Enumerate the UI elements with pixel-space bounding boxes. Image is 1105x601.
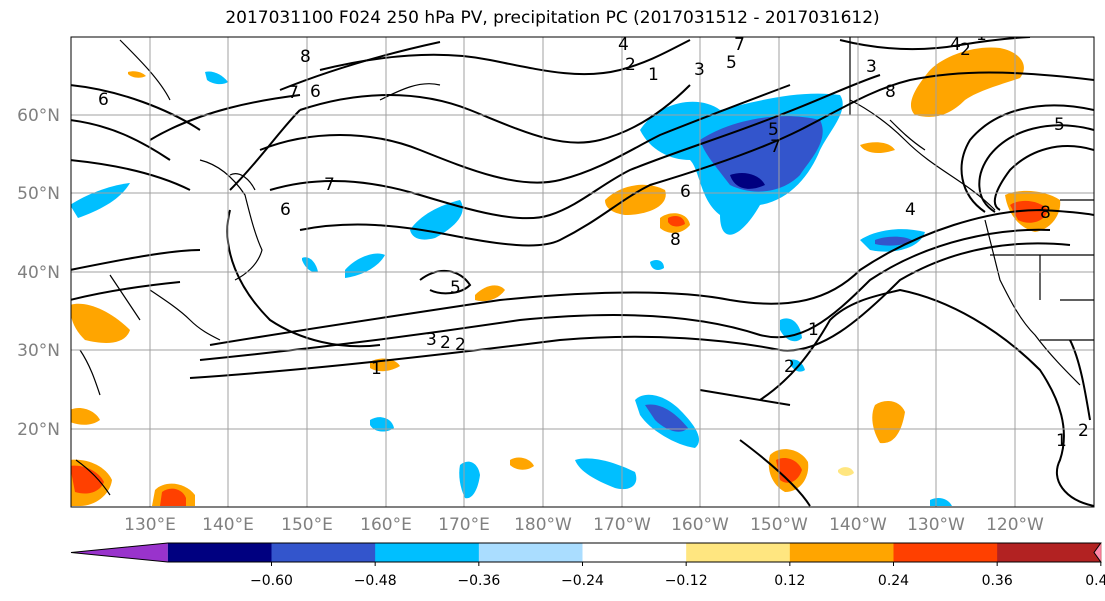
colorbar-segment <box>478 543 583 562</box>
contour-label: 8 <box>670 230 681 250</box>
negative-anomaly-shading <box>71 71 952 506</box>
colorbar-label: 0.36 <box>982 573 1013 589</box>
contour-label: 4 <box>905 200 916 220</box>
lat-label: 40°N <box>17 263 60 283</box>
contour-label: 1 <box>1056 431 1067 451</box>
map-title: 2017031100 F024 250 hPa PV, precipitatio… <box>225 8 880 28</box>
contour-label: 1 <box>648 65 659 85</box>
contour-label: 5 <box>726 53 737 73</box>
contour-label: 4 <box>950 35 961 55</box>
contour-label: 7 <box>734 35 745 55</box>
lon-label: 170°W <box>593 515 651 535</box>
colorbar-extend-low <box>71 543 168 562</box>
contour-label: 2 <box>784 357 795 377</box>
lon-label: 130°W <box>907 515 965 535</box>
colorbar-label: −0.48 <box>354 573 397 589</box>
colorbar-label: 0.48 <box>1085 573 1105 589</box>
lat-label: 50°N <box>17 184 60 204</box>
lon-label: 130°E <box>124 515 176 535</box>
contour-label: 5 <box>768 120 779 140</box>
colorbar-segment <box>375 543 480 562</box>
contour-label: 6 <box>98 90 109 110</box>
lon-label: 120°W <box>986 515 1044 535</box>
colorbar: −0.60 −0.48 −0.36 −0.24 −0.12 0.12 0.24 0.36 0.4… <box>70 542 1105 589</box>
contour-label: 8 <box>1040 203 1051 223</box>
contour-labels: 8 6 7 6 4 2 3 5 7 7 5 6 8 3 8 5 1 2 4 6 … <box>98 25 1089 451</box>
lon-label: 170°E <box>438 515 490 535</box>
contour-label: 7 <box>288 83 299 103</box>
colorbar-segment <box>582 543 687 562</box>
graticule <box>71 37 1094 507</box>
contour-label: 2 <box>440 333 451 353</box>
coastlines <box>75 37 1094 496</box>
lon-label: 140°W <box>829 515 887 535</box>
contour-label: 2 <box>1078 421 1089 441</box>
lon-label: 160°W <box>671 515 729 535</box>
contour-label: 1 <box>808 320 819 340</box>
colorbar-segment <box>167 543 272 562</box>
contour-label: 2 <box>455 335 466 355</box>
colorbar-segment <box>997 543 1102 562</box>
longitude-labels: 130°E 140°E 150°E 160°E 170°E 180°W 170°… <box>124 515 1044 535</box>
latitude-labels: 60°N 50°N 40°N 30°N 20°N <box>17 106 60 440</box>
lon-label: 160°E <box>360 515 412 535</box>
lon-label: 150°W <box>750 515 808 535</box>
contour-label: 8 <box>885 82 896 102</box>
colorbar-label: −0.36 <box>457 573 500 589</box>
colorbar-label: −0.60 <box>250 573 293 589</box>
map-content: 8 6 7 6 4 2 3 5 7 7 5 6 8 3 8 5 1 2 4 6 … <box>71 25 1094 507</box>
colorbar-outline <box>70 542 1102 563</box>
colorbar-label: 0.12 <box>774 573 805 589</box>
contour-label: 1 <box>371 359 382 379</box>
contour-label: 2 <box>625 55 636 75</box>
contour-label: 1 <box>976 25 987 45</box>
lon-label: 140°E <box>202 515 254 535</box>
contour-label: 2 <box>960 40 971 60</box>
colorbar-label: 0.24 <box>878 573 909 589</box>
contour-label: 6 <box>280 200 291 220</box>
contour-label: 6 <box>310 82 321 102</box>
contour-label: 6 <box>680 182 691 202</box>
contour-label: 3 <box>694 60 705 80</box>
colorbar-segment <box>271 543 376 562</box>
positive-anomaly-shading <box>71 47 1061 506</box>
colorbar-extend-high <box>1094 543 1101 562</box>
lat-label: 30°N <box>17 341 60 361</box>
colorbar-segment <box>789 543 894 562</box>
colorbar-segment <box>893 543 998 562</box>
contour-label: 7 <box>324 175 335 195</box>
contour-label: 8 <box>300 47 311 67</box>
lon-label: 180°W <box>514 515 572 535</box>
lat-label: 60°N <box>17 106 60 126</box>
lon-label: 150°E <box>281 515 333 535</box>
colorbar-segment <box>686 543 791 562</box>
contour-label: 4 <box>618 35 629 55</box>
contour-label: 5 <box>450 278 461 298</box>
contour-label: 3 <box>866 57 877 77</box>
colorbar-label: −0.12 <box>665 573 708 589</box>
lat-label: 20°N <box>17 420 60 440</box>
contour-label: 7 <box>770 137 781 157</box>
contour-label: 5 <box>1054 115 1065 135</box>
colorbar-label: −0.24 <box>561 573 604 589</box>
contour-label: 3 <box>426 330 437 350</box>
map-frame <box>70 36 1095 508</box>
